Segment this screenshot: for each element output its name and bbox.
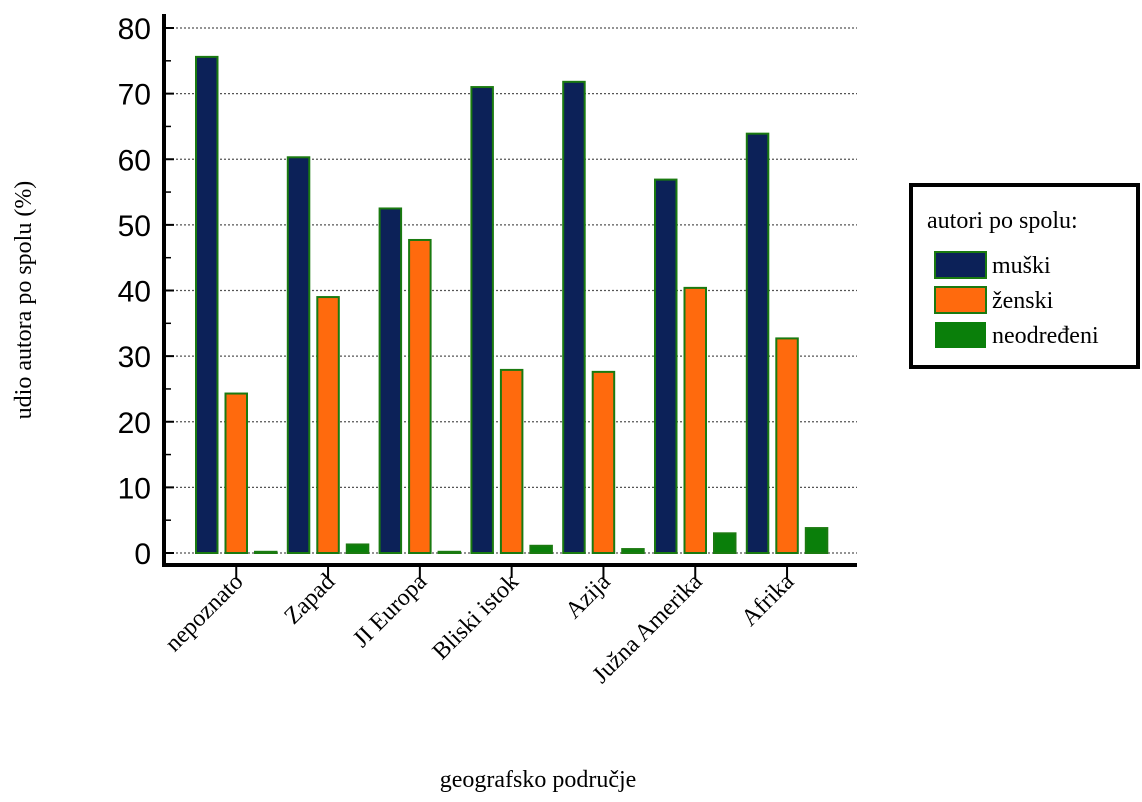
bars bbox=[195, 55, 829, 554]
bar-ženski-Bliski istok bbox=[499, 368, 524, 554]
x-tick-label: Bliski istok bbox=[428, 569, 524, 665]
bar-muški-Afrika bbox=[745, 132, 770, 554]
y-axis-title: udio autora po spolu (%) bbox=[11, 181, 37, 420]
y-tick-label: 60 bbox=[118, 144, 151, 177]
bar-neodređeni-Zapad bbox=[345, 543, 370, 554]
bar-neodređeni-Afrika bbox=[804, 527, 829, 554]
bar-ženski-Zapad bbox=[316, 296, 340, 554]
y-tick-label: 20 bbox=[118, 407, 151, 440]
y-tick-label: 0 bbox=[134, 538, 151, 571]
x-axis-title: geografsko područje bbox=[440, 767, 637, 793]
bar-muški-Bliski istok bbox=[470, 86, 494, 554]
bar-neodređeni-Bliski istok bbox=[529, 544, 553, 554]
y-tick-label: 40 bbox=[118, 276, 151, 309]
legend-swatch-muški bbox=[934, 251, 987, 279]
bar-ženski-Azija bbox=[591, 370, 616, 554]
bar-neodređeni-Južna Amerika bbox=[713, 532, 737, 554]
legend-label: neodređeni bbox=[992, 323, 1099, 349]
legend-swatch-neodređeni bbox=[935, 322, 986, 348]
gridlines bbox=[164, 27, 857, 554]
bar-neodređeni-nepoznato bbox=[254, 550, 278, 554]
x-tick-label: Zapad bbox=[280, 569, 341, 630]
bar-muški-Azija bbox=[562, 80, 586, 554]
y-ticks: 0 10 20 30 40 50 60 70 80 bbox=[118, 13, 174, 571]
bar-ženski-nepoznato bbox=[224, 392, 248, 554]
x-tick-label: Afrika bbox=[737, 569, 800, 632]
y-tick-label: 50 bbox=[118, 210, 151, 243]
x-tick-label: JI Europa bbox=[348, 569, 432, 653]
x-tick-label: Azija bbox=[561, 569, 616, 624]
bar-ženski-JI Europa bbox=[408, 238, 432, 554]
legend: autori po spolu: muški ženski neodređeni bbox=[909, 183, 1140, 369]
legend-label: ženski bbox=[992, 288, 1054, 314]
bar-ženski-Afrika bbox=[775, 337, 799, 554]
legend-items: muški ženski neodređeni bbox=[934, 251, 1099, 349]
bar-neodređeni-JI Europa bbox=[437, 550, 462, 554]
bar-ženski-Južna Amerika bbox=[683, 286, 707, 554]
legend-swatch-ženski bbox=[934, 286, 987, 314]
y-tick-label: 70 bbox=[118, 79, 151, 112]
bar-muški-JI Europa bbox=[378, 207, 403, 554]
bar-neodređeni-Azija bbox=[621, 548, 645, 554]
y-tick-label: 80 bbox=[118, 13, 151, 46]
bar-muški-nepoznato bbox=[195, 55, 219, 554]
x-tick-label: nepoznato bbox=[160, 569, 248, 657]
bar-muški-Zapad bbox=[286, 156, 311, 554]
y-tick-label: 10 bbox=[118, 472, 151, 505]
bar-muški-Južna Amerika bbox=[654, 178, 678, 554]
legend-label: muški bbox=[992, 253, 1051, 279]
legend-title: autori po spolu: bbox=[927, 208, 1078, 234]
y-tick-label: 30 bbox=[118, 341, 151, 374]
